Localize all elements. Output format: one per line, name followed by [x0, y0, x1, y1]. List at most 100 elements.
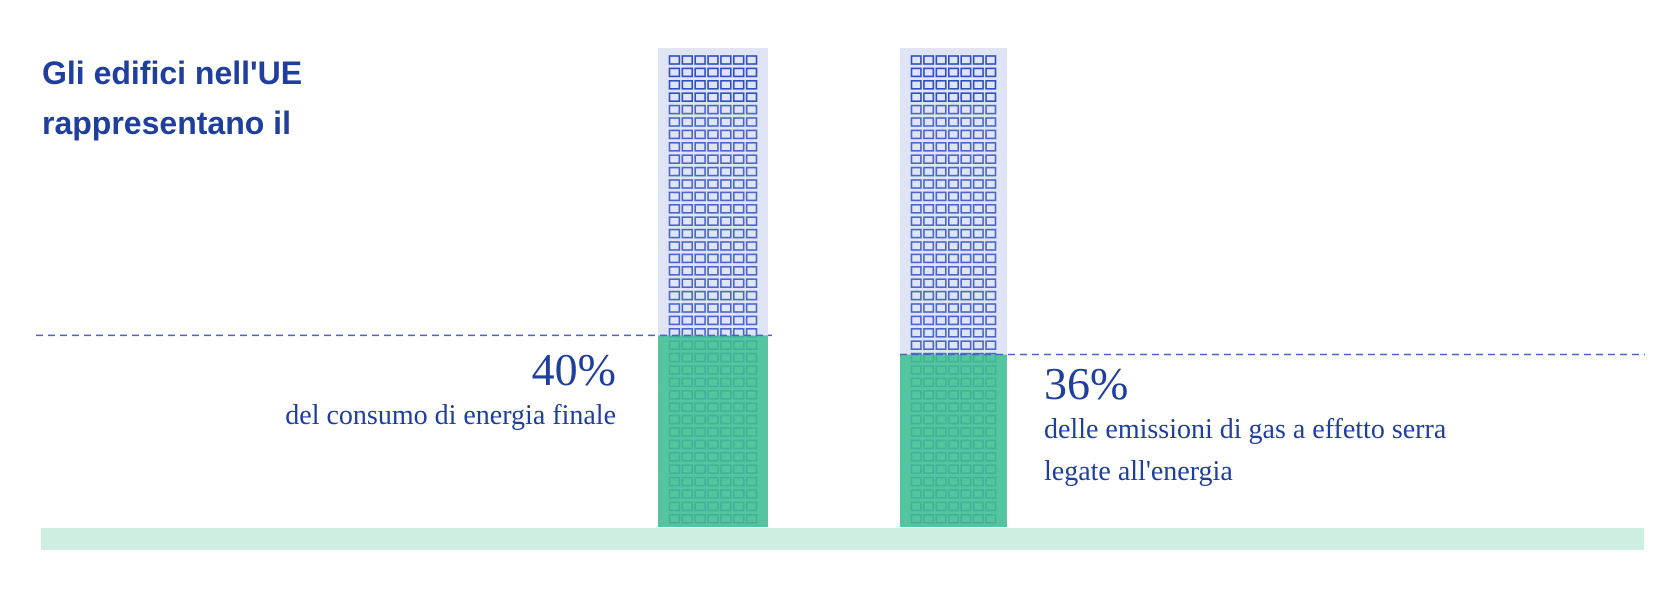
window	[720, 278, 732, 289]
window	[935, 179, 947, 189]
window	[947, 92, 960, 102]
window	[707, 142, 719, 152]
window	[745, 166, 758, 177]
window	[745, 315, 758, 326]
window	[745, 216, 758, 226]
window	[910, 92, 922, 102]
window	[707, 216, 719, 226]
window	[694, 315, 706, 326]
window	[681, 179, 694, 189]
window	[947, 340, 960, 351]
window	[694, 253, 706, 264]
window	[910, 253, 922, 264]
window	[707, 117, 719, 127]
window	[732, 154, 745, 164]
window	[910, 104, 922, 115]
window	[668, 315, 681, 326]
window	[720, 104, 732, 115]
window	[923, 92, 935, 102]
window	[960, 104, 972, 115]
window	[985, 166, 997, 177]
window	[960, 166, 972, 177]
window	[732, 228, 745, 239]
window	[681, 129, 694, 140]
window	[681, 228, 694, 239]
window	[972, 129, 984, 140]
window	[732, 278, 745, 289]
window	[972, 154, 984, 164]
window	[745, 278, 758, 289]
window	[668, 191, 681, 202]
window	[960, 179, 972, 189]
window	[732, 253, 745, 264]
window	[960, 241, 972, 251]
window	[935, 117, 947, 127]
window	[707, 228, 719, 239]
window	[707, 129, 719, 140]
window	[745, 129, 758, 140]
window	[668, 290, 681, 301]
window	[985, 117, 997, 127]
window	[910, 55, 922, 65]
window	[668, 67, 681, 78]
category-label: del consumo di energia finale	[285, 400, 616, 432]
window	[910, 290, 922, 301]
window	[681, 290, 694, 301]
window	[694, 80, 706, 90]
window	[732, 129, 745, 140]
window	[681, 80, 694, 90]
window	[732, 265, 745, 276]
window	[732, 104, 745, 115]
window	[694, 166, 706, 177]
window	[960, 191, 972, 202]
window	[910, 154, 922, 164]
label-group: 36% delle emissioni di gas a effetto ser…	[1044, 358, 1499, 493]
window	[694, 104, 706, 115]
window	[923, 340, 935, 351]
window	[947, 315, 960, 326]
window	[985, 92, 997, 102]
window	[720, 154, 732, 164]
window	[910, 80, 922, 90]
window	[707, 92, 719, 102]
window	[935, 278, 947, 289]
window	[707, 315, 719, 326]
window	[960, 55, 972, 65]
window	[720, 241, 732, 251]
window	[985, 303, 997, 313]
bar	[658, 335, 768, 527]
window	[732, 216, 745, 226]
window	[947, 191, 960, 202]
window	[923, 327, 935, 338]
window	[947, 290, 960, 301]
value-label: 40%	[531, 344, 616, 396]
window	[720, 265, 732, 276]
window	[732, 55, 745, 65]
window	[732, 290, 745, 301]
window	[707, 67, 719, 78]
window	[923, 117, 935, 127]
window	[745, 204, 758, 214]
window	[681, 278, 694, 289]
window	[910, 166, 922, 177]
window	[910, 327, 922, 338]
window	[960, 154, 972, 164]
window	[720, 228, 732, 239]
window	[985, 315, 997, 326]
window	[972, 216, 984, 226]
window	[972, 303, 984, 313]
window	[745, 290, 758, 301]
window	[910, 228, 922, 239]
window	[923, 253, 935, 264]
window	[720, 315, 732, 326]
window	[935, 265, 947, 276]
window	[694, 117, 706, 127]
window	[732, 179, 745, 189]
window	[985, 278, 997, 289]
window	[745, 92, 758, 102]
window	[960, 92, 972, 102]
ground	[41, 528, 1644, 550]
window	[972, 315, 984, 326]
